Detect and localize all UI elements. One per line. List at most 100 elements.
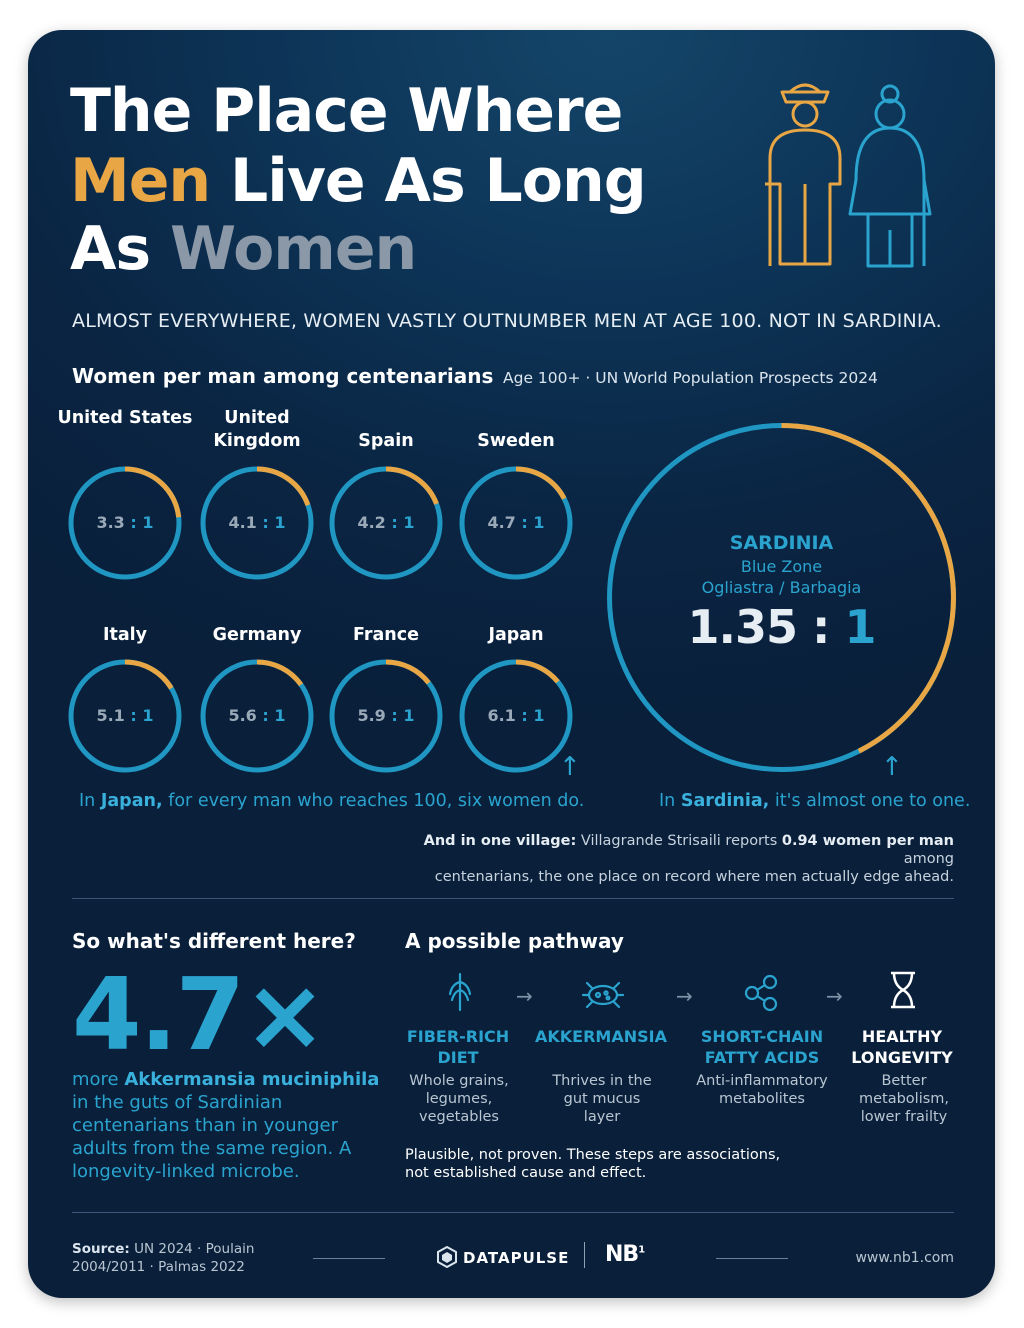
country-label: Japan <box>488 625 544 645</box>
datapulse-logo-icon <box>437 1246 457 1268</box>
donut-men-segment <box>68 659 182 773</box>
donut-men-segment <box>200 466 314 580</box>
ratio-one: 1 <box>142 513 154 532</box>
microbe-icon <box>581 981 625 1009</box>
step-title-akkermansia: AKKERMANSIA <box>535 1027 667 1046</box>
country-ratio: 6.1 : 1 <box>456 706 576 725</box>
country-label: Spain <box>358 431 414 451</box>
subtitle: ALMOST EVERYWHERE, WOMEN VASTLY OUTNUMBE… <box>72 310 942 332</box>
country-label: United Kingdom <box>213 408 301 451</box>
country-ratio: 5.6 : 1 <box>197 706 317 725</box>
chart-source-note: Age 100+ · UN World Population Prospects… <box>503 369 878 387</box>
sardinia-men-segment <box>607 423 956 772</box>
sardinia-ratio-value: 1.35 <box>687 600 798 654</box>
molecule-icon <box>744 974 778 1012</box>
wheat-icon <box>448 972 472 1012</box>
village-note-text-2: among <box>903 851 954 867</box>
ratio-value: 4.1 <box>228 513 257 532</box>
ratio-value: 5.9 <box>357 706 386 725</box>
title-line-2: Men Live As Long <box>70 146 647 216</box>
country-donut <box>200 659 314 773</box>
ratio-one: 1 <box>403 706 415 725</box>
sardinia-ratio: 1.35 : 1 <box>604 600 959 654</box>
elderly-couple-icon <box>765 83 932 268</box>
gut-microbe-text: more Akkermansia muciniphila in the guts… <box>72 1068 382 1183</box>
difference-title: So what's different here? <box>72 929 356 953</box>
donut-men-segment <box>68 466 182 580</box>
sardinia-ratio-one: 1 <box>844 600 876 654</box>
ratio-sep: : <box>521 513 528 532</box>
country-ratio: 4.7 : 1 <box>456 513 576 532</box>
step-desc-scfa: Anti-inflammatory metabolites <box>696 1073 828 1107</box>
country-donut <box>459 466 573 580</box>
title-as: As <box>70 214 151 284</box>
japan-caption: In Japan, for every man who reaches 100,… <box>79 791 584 811</box>
website-url[interactable]: www.nb1.com <box>855 1250 954 1266</box>
country-label: Germany <box>212 625 302 645</box>
country-label: France <box>353 625 419 645</box>
country-ratio: 5.1 : 1 <box>65 706 185 725</box>
ratio-sep: : <box>391 513 398 532</box>
step-title-fiber: FIBER-RICH DIET <box>406 1027 510 1067</box>
pathway-arrow-3: → <box>826 984 843 1008</box>
step-desc-fiber: Whole grains, legumes, vegetables <box>409 1073 509 1125</box>
country-ratio: 5.9 : 1 <box>326 706 446 725</box>
ratio-one: 1 <box>274 706 286 725</box>
sardinia-label: SARDINIA <box>729 532 834 554</box>
country-label: Italy <box>102 625 148 645</box>
sardinia-caption-post: it's almost one to one. <box>774 791 971 811</box>
source-text: UN 2024 · Poulain 2004/2011 · Palmas 202… <box>72 1241 255 1275</box>
datapulse-logo: DATAPULSE <box>463 1249 570 1267</box>
ratio-sep: : <box>130 706 137 725</box>
village-note-lead: And in one village: <box>423 833 577 849</box>
village-note-value: 0.94 women per man <box>781 833 954 849</box>
japan-caption-post: for every man who reaches 100, six women… <box>168 791 585 811</box>
ratio-value: 4.7 <box>487 513 516 532</box>
ratio-value: 4.2 <box>357 513 386 532</box>
country-donut <box>68 659 182 773</box>
pathway-title: A possible pathway <box>405 929 624 953</box>
source-label: Source: <box>72 1241 130 1257</box>
ratio-value: 6.1 <box>487 706 516 725</box>
country-donut <box>329 466 443 580</box>
ratio-value: 3.3 <box>96 513 125 532</box>
brand-separator <box>584 1242 585 1268</box>
sardinia-caption-bold: Sardinia, <box>680 791 770 811</box>
ratio-sep: : <box>391 706 398 725</box>
ratio-one: 1 <box>533 706 545 725</box>
footer-rule-left <box>313 1258 385 1259</box>
japan-caption-bold: Japan, <box>100 791 163 811</box>
ratio-one: 1 <box>533 513 545 532</box>
sardinia-caption: In Sardinia, it's almost one to one. <box>659 791 970 811</box>
ratio-value: 5.6 <box>228 706 257 725</box>
gut-text-bold: Akkermansia muciniphila <box>124 1069 380 1090</box>
country-ratio: 4.1 : 1 <box>197 513 317 532</box>
donut-men-segment <box>329 466 443 580</box>
sardinia-donut <box>607 423 956 772</box>
title-line-3: As Women <box>70 214 417 284</box>
footer-rule-right <box>716 1258 788 1259</box>
japan-caption-pre: In <box>79 791 96 811</box>
donut-men-segment <box>200 659 314 773</box>
village-note-line-2: centenarians, the one place on record wh… <box>434 869 954 885</box>
country-donut <box>68 466 182 580</box>
country-donut <box>459 659 573 773</box>
step-title-longevity: HEALTHY LONGEVITY <box>851 1027 953 1067</box>
footer-divider <box>72 1212 954 1213</box>
source-credit: Source: UN 2024 · Poulain 2004/2011 · Pa… <box>72 1240 292 1276</box>
gut-text-pre: more <box>72 1069 119 1090</box>
title-line-2-rest: Live As Long <box>230 146 647 216</box>
ratio-value: 5.1 <box>96 706 125 725</box>
donut-men-segment <box>459 659 573 773</box>
village-note-text: Villagrande Strisaili reports <box>580 833 778 849</box>
country-label: United States <box>57 408 193 428</box>
country-donut <box>200 466 314 580</box>
country-ratio: 3.3 : 1 <box>65 513 185 532</box>
title-men: Men <box>70 146 211 216</box>
country-donut <box>329 659 443 773</box>
ratio-one: 1 <box>403 513 415 532</box>
sardinia-region: Ogliastra / Barbagia <box>701 578 862 597</box>
step-title-scfa: SHORT-CHAIN FATTY ACIDS <box>700 1027 824 1067</box>
gut-text-rest: in the guts of Sardinian centenarians th… <box>72 1092 352 1182</box>
nb1-logo-sup: 1 <box>638 1244 645 1256</box>
